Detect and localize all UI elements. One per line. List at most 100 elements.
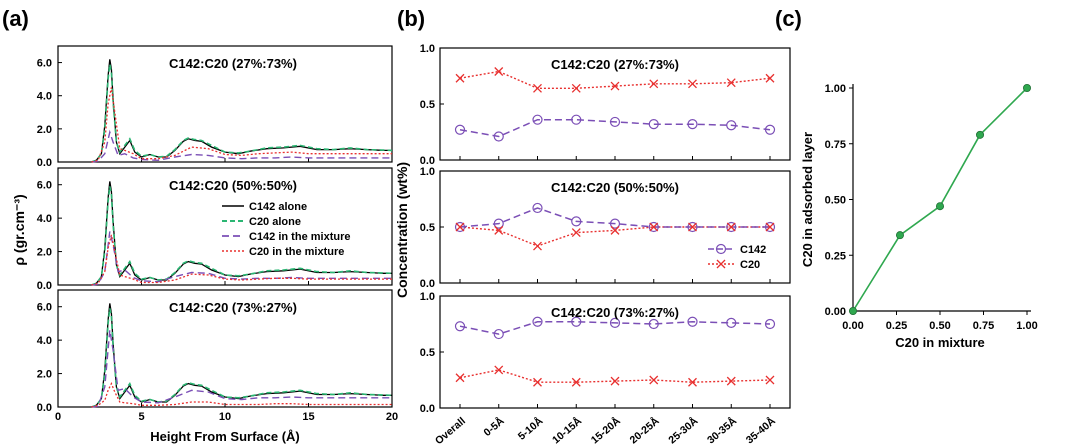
b3-category-label: 10-15Å <box>549 414 584 445</box>
b1-series-c142-line <box>459 118 771 138</box>
c-series-line <box>852 87 1028 312</box>
b2-c20-point <box>571 228 581 238</box>
b2-c20-point <box>726 222 736 232</box>
b3-c20-point <box>571 377 581 387</box>
c-point <box>976 130 985 139</box>
c-point <box>849 306 858 315</box>
b2-c142-point <box>648 221 659 233</box>
c-ytick-label: 1.00 <box>825 83 846 95</box>
c-point <box>1023 84 1032 93</box>
b3-c142-point <box>454 321 466 332</box>
a3-ytick-label: 4.0 <box>37 335 52 347</box>
b1-c142-point <box>687 119 698 130</box>
b3-category-label: 25-30Å <box>666 414 701 445</box>
b2-c142-point <box>764 221 776 233</box>
b2-c20-point <box>455 222 465 232</box>
b-ylabel: Concentration (wt%) <box>394 162 410 298</box>
b2-legend-label: C20 <box>740 259 760 271</box>
c-ytick-label: 0.50 <box>825 195 846 207</box>
b3-title: C142:C20 (73%:27%) <box>551 305 679 320</box>
a2-ytick-label: 2.0 <box>37 247 52 259</box>
b3-series-c142-line <box>459 321 771 335</box>
c-xtick-label: 0.25 <box>886 320 907 332</box>
a1-ytick-label: 0.0 <box>37 157 52 169</box>
a2-ytick-label: 4.0 <box>37 213 52 225</box>
b3-c142-point <box>726 317 737 328</box>
b3-c20-point <box>726 376 736 386</box>
a3-series-0 <box>91 303 392 408</box>
a3-xtick-label: 10 <box>219 411 231 423</box>
b3-category-label: 30-35Å <box>704 414 739 445</box>
b3-c142-point <box>571 316 582 327</box>
b2-c142-point <box>687 221 698 233</box>
b3-category-label: 20-25Å <box>627 414 662 445</box>
charts-layer: 0.0 2.0 4.0 6.0 C142:C20 (27%:73%) 0.0 2.0 4.0 6… <box>37 43 1038 445</box>
a3-ytick-label: 2.0 <box>37 369 52 381</box>
panel-label-a: (a) <box>2 6 29 31</box>
b3-category-label: 15-20Å <box>588 414 623 445</box>
c-xtick-label: 0.50 <box>929 320 950 332</box>
a3-ytick-label: 6.0 <box>37 302 52 314</box>
b2-c20-point <box>649 222 659 232</box>
a1-series-1 <box>91 64 393 163</box>
b2-c20-point <box>494 225 504 235</box>
c-xtick-label: 0.75 <box>973 320 994 332</box>
a3-xtick-label: 20 <box>386 411 398 423</box>
b3-c20-point <box>610 376 620 386</box>
b1-c20-point <box>571 83 581 93</box>
b3-c20-point <box>649 375 659 385</box>
b1-c20-point <box>533 83 542 93</box>
b3-c142-point <box>687 316 698 327</box>
b2-c142-point <box>532 202 543 214</box>
a1-ytick-label: 2.0 <box>37 124 52 136</box>
b3-c20-point <box>688 377 697 387</box>
a2-legend-label: C20 alone <box>249 216 301 228</box>
a2-legend-label: C142 alone <box>249 201 307 213</box>
b3-category-label: 35-40Å <box>743 414 778 445</box>
b2-c142-point <box>493 218 504 229</box>
b2-c142-point <box>454 221 466 233</box>
b3-c20-point <box>455 373 465 383</box>
a1-ytick-label: 4.0 <box>37 91 52 103</box>
b2-series-c142-line <box>459 207 770 228</box>
b3-ytick-label: 0.0 <box>420 403 435 415</box>
a3-ytick-label: 0.0 <box>37 402 52 414</box>
b3-category-label: Overall <box>433 415 468 445</box>
b3-c142-point <box>532 316 543 327</box>
c-ytick-label: 0.75 <box>825 139 846 151</box>
a3-xtick-label: 0 <box>55 411 61 423</box>
a2-legend-label: C142 in the mixture <box>249 231 350 243</box>
a2-series-3 <box>91 234 392 286</box>
b1-c142-point <box>726 120 737 131</box>
a2-legend-label: C20 in the mixture <box>249 246 344 258</box>
b3-c142-point <box>493 328 504 340</box>
b1-c20-point <box>726 78 736 88</box>
b3-c142-point <box>648 318 659 330</box>
b3-c142-point <box>609 317 621 328</box>
c-point <box>895 231 904 240</box>
b2-ytick-label: 0.5 <box>420 222 435 234</box>
b1-c142-point <box>764 124 776 135</box>
b2-c20-point <box>610 225 620 235</box>
a3-xtick-label: 5 <box>138 411 144 423</box>
a1-series-3 <box>91 87 392 163</box>
b3-ytick-label: 0.5 <box>420 347 435 359</box>
b1-ytick-label: 0.0 <box>420 155 435 167</box>
c-xlabel: C20 in mixture <box>895 335 985 350</box>
b1-ytick-label: 0.5 <box>420 99 435 111</box>
b2-ytick-label: 1.0 <box>420 166 435 178</box>
a1-series-0 <box>91 59 392 163</box>
a1-title: C142:C20 (27%:73%) <box>169 56 297 71</box>
c-ytick-label: 0.00 <box>825 306 846 318</box>
b2-c142-point <box>571 216 582 227</box>
c-ylabel: C20 in adsorbed layer <box>800 132 815 267</box>
a3-series-2 <box>91 329 392 408</box>
b3-c20-point <box>494 365 504 375</box>
b2-c142-point <box>726 221 737 233</box>
b3-ytick-label: 1.0 <box>420 291 435 303</box>
b2-c20-point <box>765 222 775 232</box>
b1-c142-point <box>609 116 621 128</box>
b2-legend-marker-c20 <box>716 259 726 269</box>
a2-title: C142:C20 (50%:50%) <box>169 178 297 193</box>
